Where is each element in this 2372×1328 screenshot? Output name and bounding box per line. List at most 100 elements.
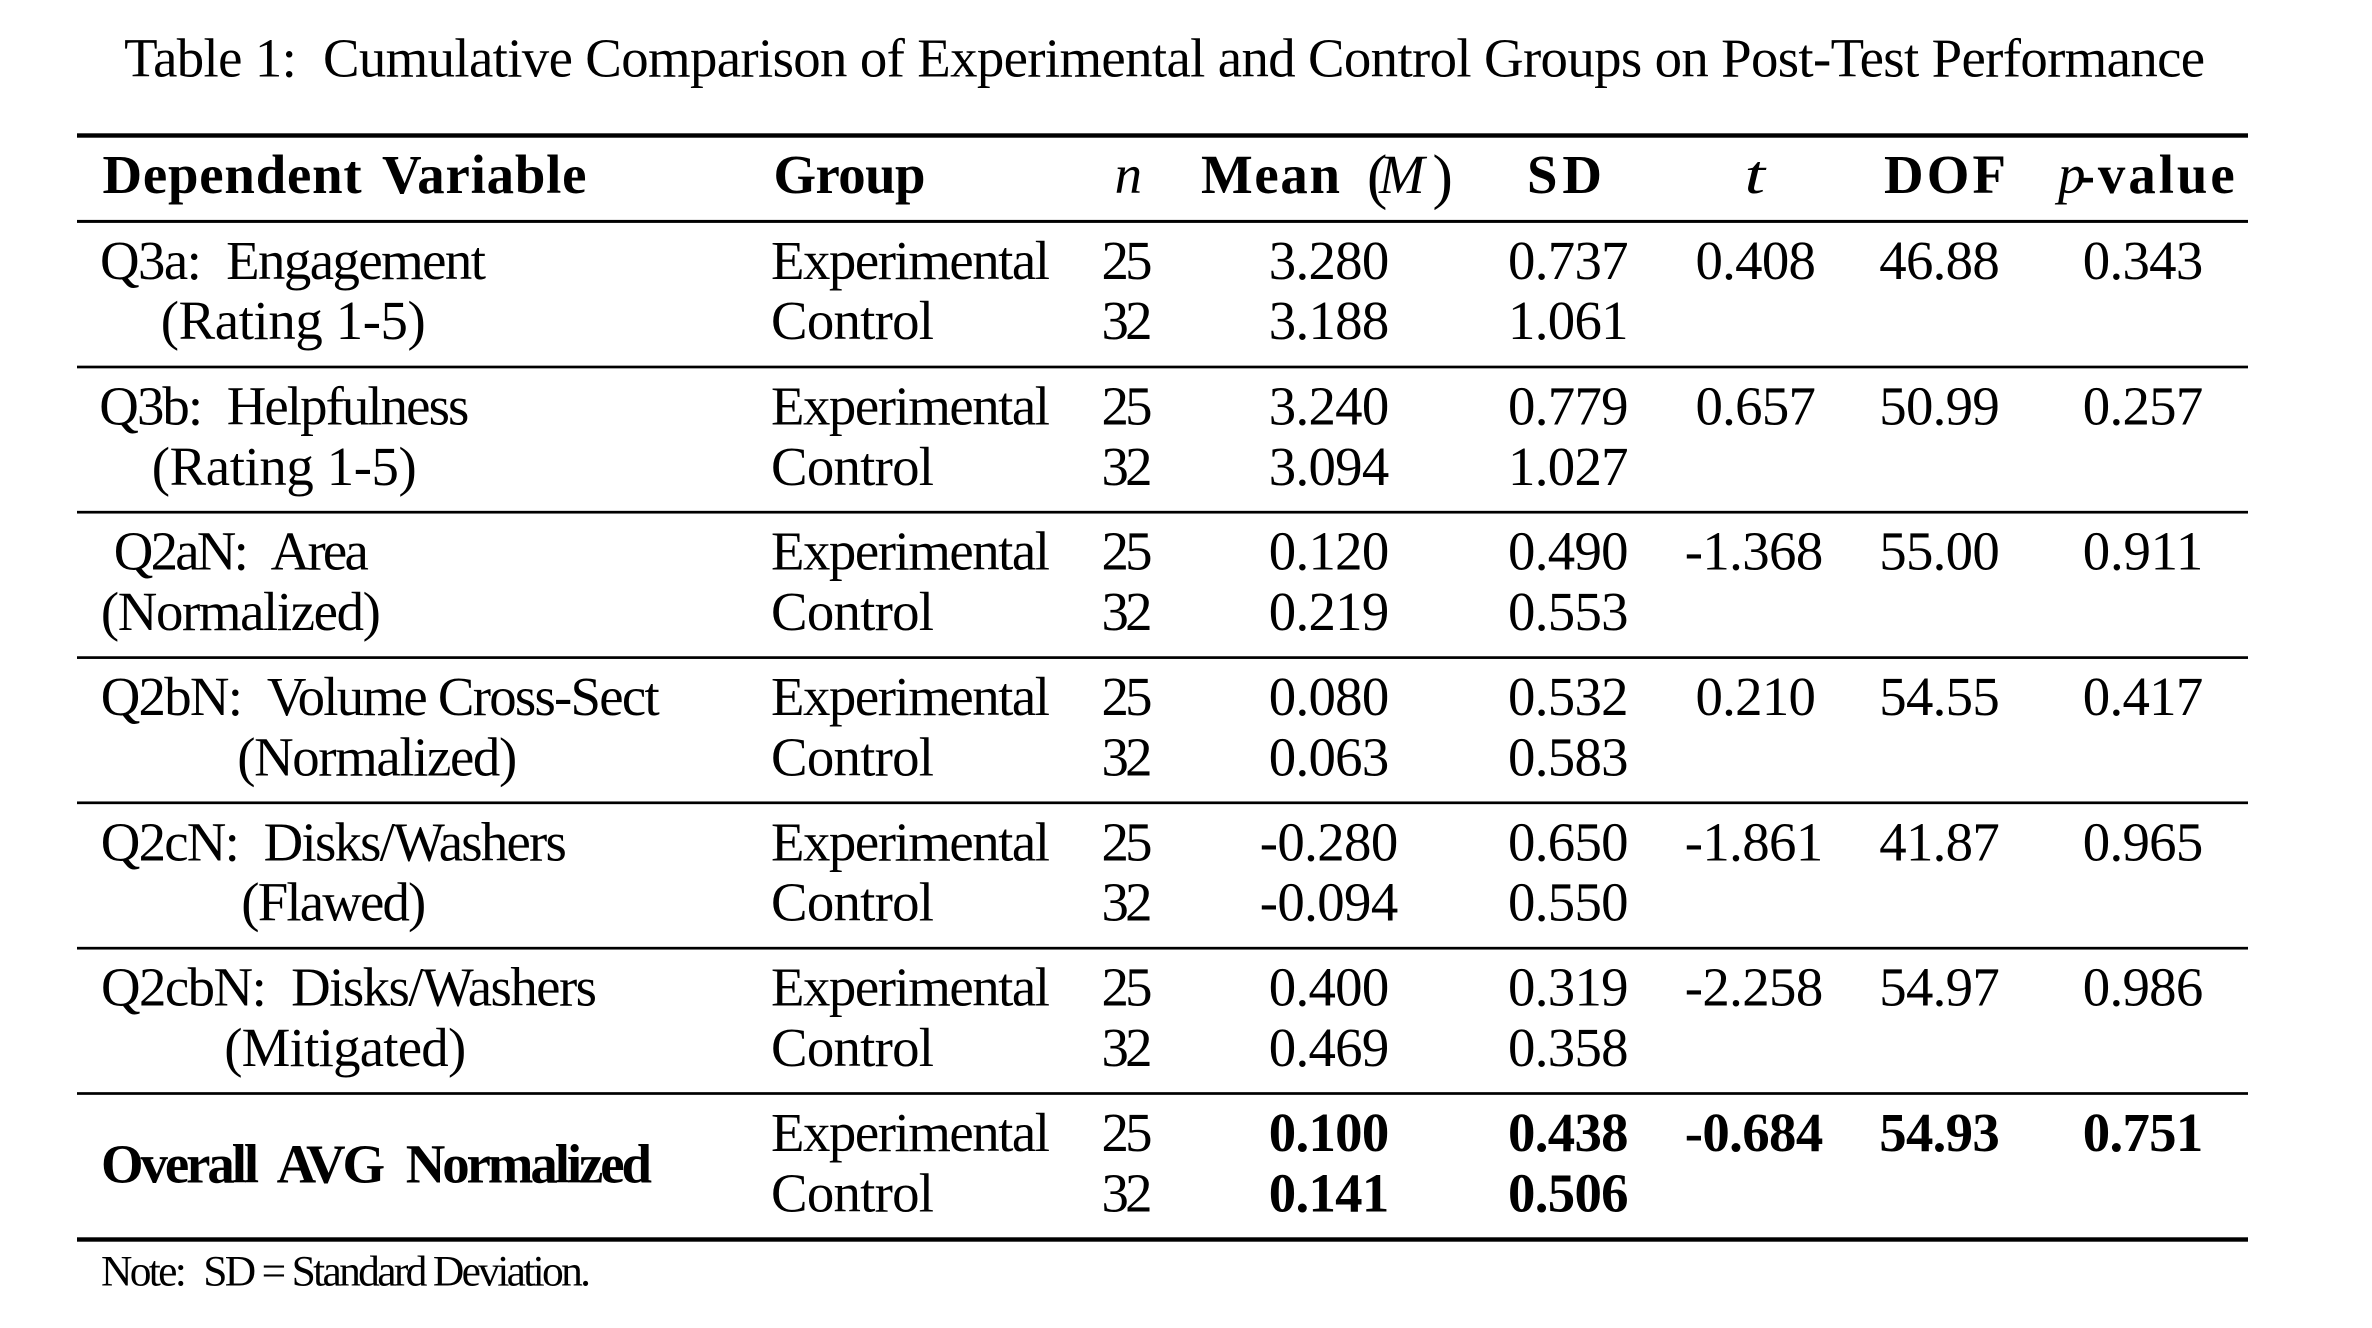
svg-text:0.737: 0.737	[1508, 230, 1629, 291]
svg-text:n: n	[1115, 144, 1142, 205]
svg-text:0.911: 0.911	[2083, 521, 2204, 582]
svg-text:Note: SD = Standard Deviation.: Note: SD = Standard Deviation.	[101, 1248, 591, 1296]
svg-text:50.99: 50.99	[1879, 376, 2000, 437]
svg-text:Control: Control	[771, 872, 934, 933]
svg-text:-1.861: -1.861	[1685, 811, 1824, 872]
svg-text:Overall AVG Normalized: Overall AVG Normalized	[101, 1134, 652, 1195]
svg-text:0.550: 0.550	[1508, 872, 1629, 933]
svg-text:25: 25	[1102, 811, 1153, 872]
svg-text:Experimental: Experimental	[771, 811, 1050, 872]
svg-text:32: 32	[1102, 726, 1153, 787]
svg-text:Control: Control	[771, 726, 934, 787]
svg-text:0.532: 0.532	[1508, 666, 1629, 727]
svg-text:(: (	[1367, 144, 1387, 211]
svg-text:0.583: 0.583	[1508, 726, 1629, 787]
svg-text:Table 1: Cumulative Comparison: Table 1: Cumulative Comparison of Experi…	[124, 28, 2205, 89]
svg-text:Experimental: Experimental	[771, 376, 1050, 437]
svg-text:Q2cbN: Disks/Washers: Q2cbN: Disks/Washers	[101, 957, 597, 1018]
svg-text:32: 32	[1102, 1017, 1153, 1078]
svg-text:25: 25	[1102, 230, 1153, 291]
svg-text:0.343: 0.343	[2083, 230, 2204, 291]
svg-text:Q2bN: Volume Cross-Sect: Q2bN: Volume Cross-Sect	[101, 666, 660, 727]
svg-text:41.87: 41.87	[1879, 811, 2000, 872]
svg-text:Q3a: Engagement: Q3a: Engagement	[100, 230, 486, 291]
svg-text:Control: Control	[771, 290, 934, 351]
svg-text:0.408: 0.408	[1695, 230, 1816, 291]
svg-text:0.553: 0.553	[1508, 581, 1629, 642]
svg-text:0.120: 0.120	[1269, 521, 1390, 582]
svg-text:32: 32	[1102, 581, 1153, 642]
svg-text:Control: Control	[771, 436, 934, 497]
svg-text:32: 32	[1102, 290, 1153, 351]
svg-text:Mean: Mean	[1201, 144, 1340, 205]
svg-text:M: M	[1378, 144, 1428, 205]
svg-text:DOF: DOF	[1884, 144, 2006, 205]
svg-text:1.061: 1.061	[1508, 290, 1629, 351]
svg-text:Experimental: Experimental	[771, 666, 1050, 727]
svg-text:0.779: 0.779	[1508, 376, 1629, 437]
svg-text:-0.094: -0.094	[1260, 872, 1399, 933]
svg-text:0.657: 0.657	[1695, 376, 1816, 437]
svg-text:Q3b: Helpfulness: Q3b: Helpfulness	[99, 376, 469, 437]
svg-text:3.240: 3.240	[1269, 376, 1390, 437]
svg-text:Control: Control	[771, 1017, 934, 1078]
svg-text:0.358: 0.358	[1508, 1017, 1629, 1078]
svg-text:54.97: 54.97	[1879, 957, 2000, 1018]
svg-text:0.080: 0.080	[1269, 666, 1390, 727]
svg-text:25: 25	[1102, 376, 1153, 437]
svg-text:25: 25	[1102, 666, 1153, 727]
svg-text:(Normalized): (Normalized)	[237, 726, 517, 787]
svg-text:(Mitigated): (Mitigated)	[224, 1017, 466, 1078]
svg-text:(Rating 1-5): (Rating 1-5)	[152, 436, 417, 497]
svg-text:0.469: 0.469	[1269, 1017, 1390, 1078]
svg-text:SD: SD	[1527, 144, 1602, 205]
svg-text:54.93: 54.93	[1879, 1102, 2000, 1163]
svg-text:p: p	[2054, 144, 2085, 205]
svg-text:Q2cN: Disks/Washers: Q2cN: Disks/Washers	[101, 811, 567, 872]
svg-text:Q2aN: Area: Q2aN: Area	[114, 521, 369, 582]
svg-text:0.438: 0.438	[1508, 1102, 1629, 1163]
svg-text:Dependent Variable: Dependent Variable	[103, 144, 587, 205]
svg-text:32: 32	[1102, 1162, 1153, 1223]
svg-text:Experimental: Experimental	[771, 1102, 1050, 1163]
svg-text:25: 25	[1102, 1102, 1153, 1163]
svg-text:(Flawed): (Flawed)	[241, 872, 426, 933]
svg-text:25: 25	[1102, 957, 1153, 1018]
svg-text:0.506: 0.506	[1508, 1162, 1629, 1223]
svg-text:-value: -value	[2077, 144, 2235, 205]
svg-text:Control: Control	[771, 1162, 934, 1223]
svg-text:46.88: 46.88	[1879, 230, 2000, 291]
svg-text:0.400: 0.400	[1269, 957, 1390, 1018]
svg-text:55.00: 55.00	[1879, 521, 2000, 582]
svg-text:0.063: 0.063	[1269, 726, 1390, 787]
svg-text:3.094: 3.094	[1269, 436, 1390, 497]
svg-text:): )	[1433, 144, 1453, 211]
svg-text:0.257: 0.257	[2083, 376, 2204, 437]
svg-text:0.751: 0.751	[2083, 1102, 2204, 1163]
svg-text:32: 32	[1102, 872, 1153, 933]
svg-text:3.280: 3.280	[1269, 230, 1390, 291]
svg-text:3.188: 3.188	[1269, 290, 1390, 351]
svg-text:0.141: 0.141	[1269, 1162, 1390, 1223]
svg-text:1.027: 1.027	[1508, 436, 1629, 497]
svg-text:Experimental: Experimental	[771, 230, 1050, 291]
svg-text:0.490: 0.490	[1508, 521, 1629, 582]
svg-text:54.55: 54.55	[1879, 666, 2000, 727]
svg-text:Experimental: Experimental	[771, 521, 1050, 582]
svg-text:32: 32	[1102, 436, 1153, 497]
svg-text:-2.258: -2.258	[1685, 957, 1824, 1018]
svg-text:0.319: 0.319	[1508, 957, 1629, 1018]
svg-text:0.986: 0.986	[2083, 957, 2204, 1018]
svg-text:Group: Group	[774, 144, 926, 205]
svg-text:0.100: 0.100	[1269, 1102, 1390, 1163]
svg-text:-0.684: -0.684	[1685, 1102, 1824, 1163]
svg-text:(Rating 1-5): (Rating 1-5)	[161, 290, 426, 351]
svg-text:-1.368: -1.368	[1685, 521, 1824, 582]
svg-text:0.650: 0.650	[1508, 811, 1629, 872]
svg-text:0.965: 0.965	[2083, 811, 2204, 872]
svg-text:0.219: 0.219	[1269, 581, 1390, 642]
svg-text:Experimental: Experimental	[771, 957, 1050, 1018]
svg-text:t: t	[1745, 145, 1768, 206]
svg-text:25: 25	[1102, 521, 1153, 582]
svg-text:(Normalized): (Normalized)	[101, 581, 381, 642]
